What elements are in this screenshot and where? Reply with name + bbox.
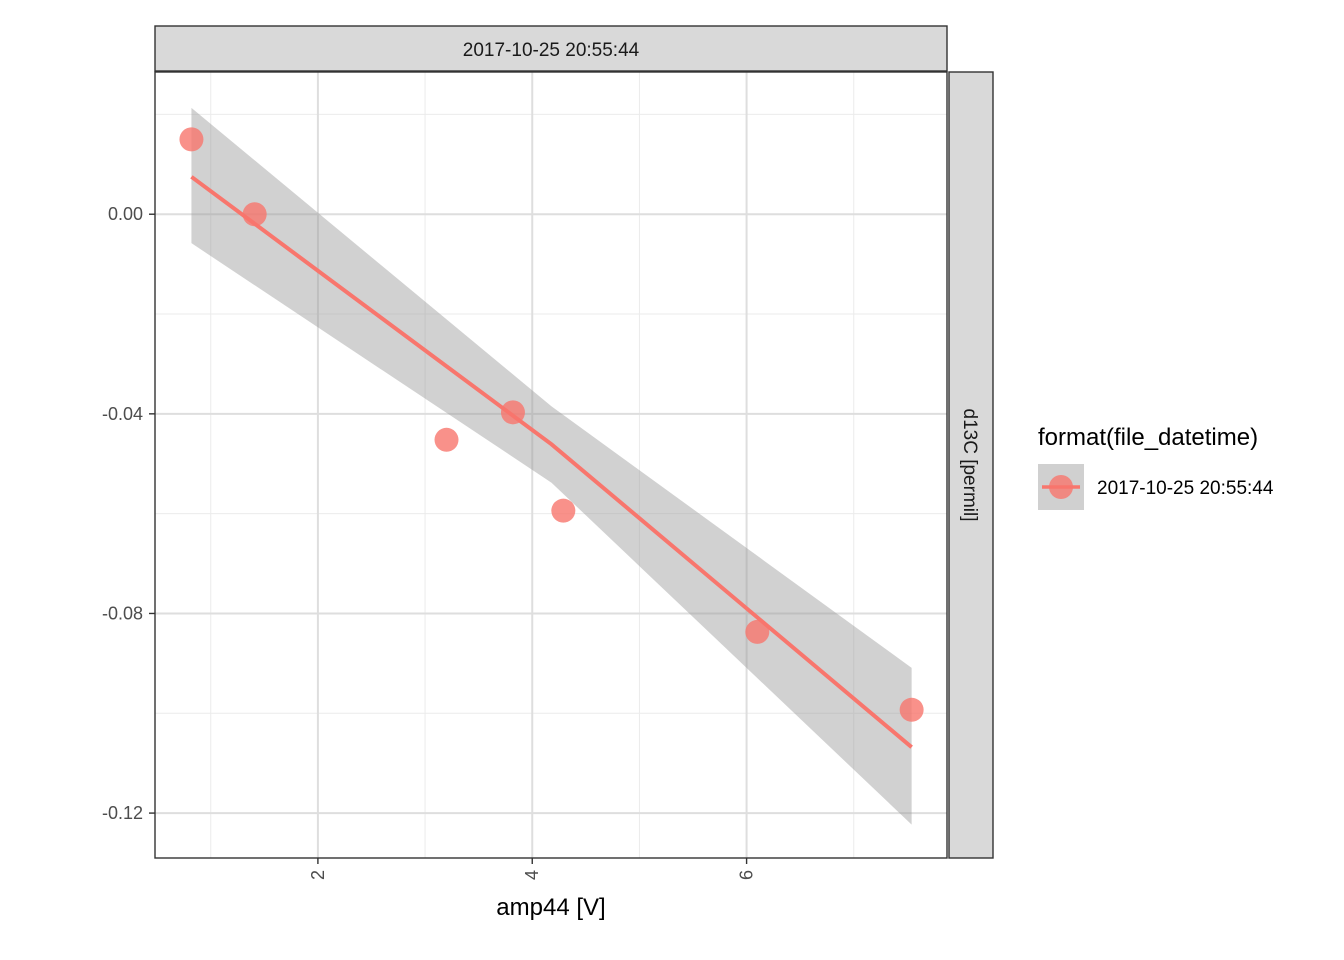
- data-point-3: [500, 400, 525, 425]
- x-tick-label-2: 6: [737, 870, 757, 880]
- major-gridlines: [155, 72, 947, 858]
- data-point-5: [745, 619, 770, 644]
- facet-strip-right-label: d13C [permil]: [959, 409, 980, 522]
- facet-strip-right: [948, 71, 994, 859]
- regression-line: [190, 175, 913, 749]
- y-tick-label-3: -0.12: [102, 803, 143, 823]
- confidence-band: [191, 107, 912, 825]
- y-axis: 0.00 -0.04 -0.08 -0.12: [102, 204, 155, 823]
- x-axis: 2 4 6: [308, 858, 757, 880]
- regression-line-group: [190, 175, 913, 749]
- x-tick-label-1: 4: [522, 870, 542, 880]
- data-point-6: [899, 697, 924, 722]
- legend-title: format(file_datetime): [1038, 424, 1258, 451]
- x-tick-label-0: 2: [308, 870, 328, 880]
- legend-entry-label: 2017-10-25 20:55:44: [1097, 478, 1274, 499]
- y-tick-label-2: -0.08: [102, 603, 143, 623]
- data-point-1: [242, 202, 267, 227]
- plot-background: [155, 72, 947, 858]
- data-point-4: [551, 498, 576, 523]
- x-axis-title: amp44 [V]: [496, 894, 605, 921]
- confidence-band-area: [191, 107, 912, 825]
- y-tick-label-1: -0.04: [102, 404, 143, 424]
- data-point-2: [434, 427, 459, 452]
- minor-gridlines: [155, 72, 947, 858]
- data-points: [179, 127, 924, 722]
- facet-strip-top: [154, 25, 948, 72]
- facet-strip-top-label: 2017-10-25 20:55:44: [463, 40, 640, 61]
- panel-border: [154, 71, 948, 859]
- legend-key-point: [1049, 475, 1073, 499]
- data-point-0: [179, 127, 204, 152]
- y-tick-label-0: 0.00: [108, 204, 143, 224]
